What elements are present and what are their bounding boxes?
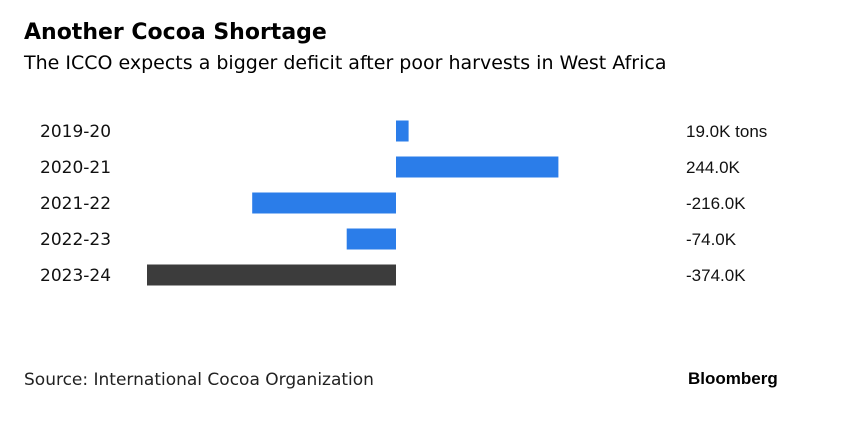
bar-2023-24 (147, 264, 396, 286)
category-label-2021-22: 2021-22 (40, 194, 111, 214)
category-label-2022-23: 2022-23 (40, 230, 111, 250)
source-note: Source: International Cocoa Organization (24, 370, 374, 390)
bloomberg-logo: Bloomberg (688, 369, 778, 388)
category-label-2023-24: 2023-24 (40, 266, 111, 286)
chart-subtitle: The ICCO expects a bigger deficit after … (24, 52, 667, 74)
value-label-2022-23: -74.0K (686, 230, 737, 249)
bar-2019-20 (396, 120, 409, 142)
bar-2020-21 (396, 156, 559, 178)
chart-title: Another Cocoa Shortage (24, 20, 327, 45)
value-label-2020-21: 244.0K (686, 158, 741, 177)
bar-2022-23 (346, 228, 396, 250)
bar-2021-22 (252, 192, 396, 214)
category-label-2020-21: 2020-21 (40, 158, 111, 178)
value-label-2019-20: 19.0K tons (686, 122, 767, 141)
category-label-2019-20: 2019-20 (40, 122, 111, 142)
value-label-2021-22: -216.0K (686, 194, 746, 213)
value-label-2023-24: -374.0K (686, 266, 746, 285)
